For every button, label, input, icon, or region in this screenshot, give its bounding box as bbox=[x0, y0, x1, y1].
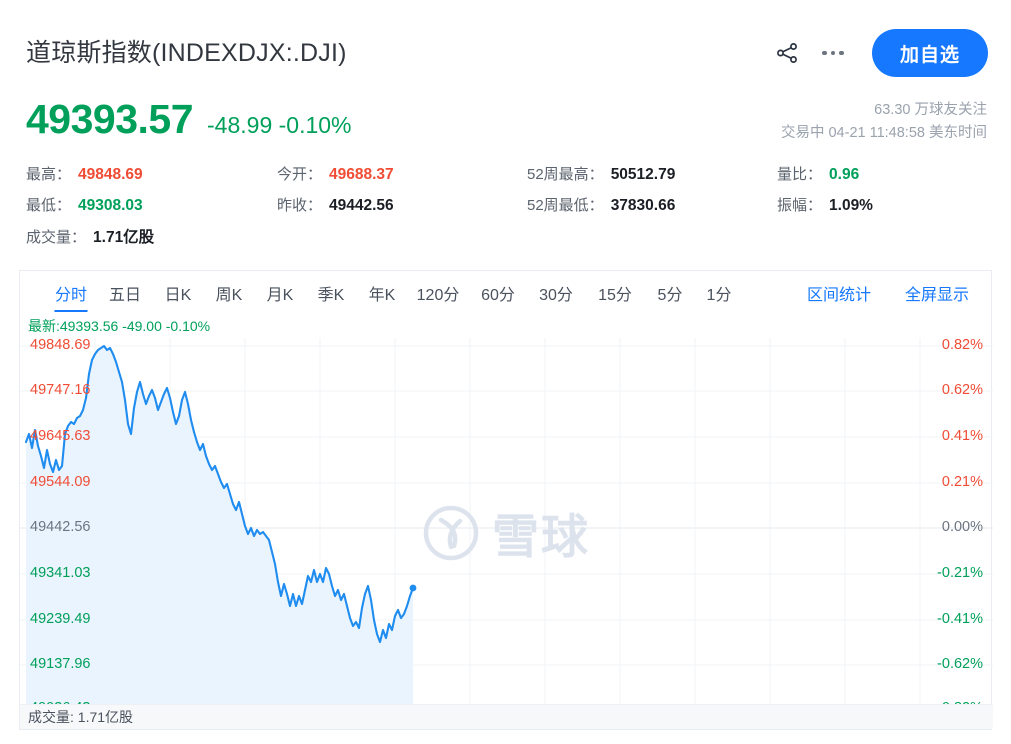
stats-row: 最高： 49848.69 今开： 49688.37 52周最高： 50512.79 量比： 0… bbox=[26, 158, 986, 189]
tab-30分[interactable]: 30分 bbox=[539, 287, 573, 304]
volume-bar: 成交量: 1.71亿股 bbox=[20, 704, 993, 729]
volume-label: 成交量: 1.71亿股 bbox=[28, 709, 134, 725]
share-button[interactable] bbox=[764, 29, 810, 77]
tab-日K[interactable]: 日K bbox=[164, 287, 192, 304]
stat-cell: 最高： 49848.69 bbox=[26, 163, 277, 184]
y-axis-right-tick: 0.00% bbox=[941, 519, 983, 535]
stat-cell: 今开： 49688.37 bbox=[277, 163, 527, 184]
chart-card: 分时 五日 日K 周K 月K 季K 年K 120分 60分 30分 15分 5分 1分 区间统计 全屏显示 … bbox=[19, 270, 993, 730]
tab-link-全屏显示[interactable]: 全屏显示 bbox=[904, 287, 969, 304]
tab-60分[interactable]: 60分 bbox=[481, 287, 515, 304]
stat-cell: 52周最高： 50512.79 bbox=[527, 163, 777, 184]
stat-cell: 振幅： 1.09% bbox=[777, 194, 873, 215]
y-axis-right-tick: 0.21% bbox=[941, 474, 983, 490]
y-axis-right-tick: 0.41% bbox=[941, 428, 983, 444]
y-axis-left-tick: 49442.56 bbox=[30, 519, 91, 535]
y-axis-left-tick: 49341.03 bbox=[30, 565, 91, 581]
header-actions: 加自选 bbox=[764, 29, 988, 77]
stat-label: 昨收： bbox=[277, 197, 323, 214]
stat-cell: 成交量： 1.71亿股 bbox=[26, 225, 277, 247]
stat-value: 1.09% bbox=[829, 197, 873, 214]
last-price: 49393.57 bbox=[26, 96, 194, 142]
add-to-watchlist-button[interactable]: 加自选 bbox=[871, 29, 988, 77]
stat-value: 49688.37 bbox=[329, 166, 394, 183]
stat-label: 成交量： bbox=[26, 228, 87, 246]
page-header: 道琼斯指数(INDEXDJX:.DJI) 加自选 bbox=[0, 0, 1011, 88]
stat-label: 52周最高： bbox=[527, 166, 604, 183]
ellipsis-icon bbox=[822, 50, 844, 56]
tab-120分[interactable]: 120分 bbox=[416, 287, 460, 304]
tab-link-区间统计[interactable]: 区间统计 bbox=[806, 287, 871, 304]
chart-period-tabs: 分时 五日 日K 周K 月K 季K 年K 120分 60分 30分 15分 5分 1分 区间统计 全屏显示 bbox=[20, 271, 993, 315]
stat-value: 50512.79 bbox=[610, 166, 676, 183]
tab-季K[interactable]: 季K bbox=[317, 287, 345, 304]
quote-meta: 63.30 万球友关注 交易中 04-21 11:48:58 美东时间 bbox=[781, 99, 987, 145]
stat-value: 49308.03 bbox=[78, 197, 143, 214]
y-axis-right-tick: -0.21% bbox=[937, 565, 983, 581]
y-axis-left-tick: 49747.16 bbox=[30, 382, 91, 398]
share-icon bbox=[777, 43, 797, 63]
y-axis-left-tick: 49544.09 bbox=[30, 474, 91, 490]
tab-年K[interactable]: 年K bbox=[368, 287, 396, 304]
tab-1分[interactable]: 1分 bbox=[706, 287, 732, 304]
stat-value: 49442.56 bbox=[329, 197, 394, 214]
price-change: -48.99 -0.10% bbox=[207, 112, 352, 138]
chart-plot-area[interactable]: 49848.69 49747.16 49645.63 49544.09 49442.56… bbox=[20, 337, 993, 716]
stat-label: 振幅： bbox=[777, 197, 823, 214]
more-options-button[interactable] bbox=[810, 29, 856, 77]
stat-label: 最低： bbox=[26, 197, 72, 214]
follower-count: 63.30 万球友关注 bbox=[874, 102, 987, 118]
tab-分时[interactable]: 分时 bbox=[48, 271, 94, 315]
y-axis-right-tick: 0.82% bbox=[941, 337, 983, 353]
y-axis-right-tick: -0.41% bbox=[937, 611, 983, 627]
stats-row: 成交量： 1.71亿股 bbox=[26, 220, 986, 251]
y-axis-left-tick: 49645.63 bbox=[30, 428, 91, 444]
stat-cell: 昨收： 49442.56 bbox=[277, 194, 527, 215]
page-title: 道琼斯指数(INDEXDJX:.DJI) bbox=[26, 39, 347, 67]
tab-五日[interactable]: 五日 bbox=[108, 287, 141, 304]
price-line-chart bbox=[20, 338, 993, 706]
y-axis-left-tick: 49239.49 bbox=[30, 611, 91, 627]
stats-grid: 最高： 49848.69 今开： 49688.37 52周最高： 50512.79 量比： 0… bbox=[26, 158, 986, 251]
chart-latest-readout: 最新:49393.56 -49.00 -0.10% bbox=[28, 318, 211, 334]
stat-cell: 52周最低： 37830.66 bbox=[527, 194, 777, 215]
stat-label: 最高： bbox=[26, 166, 72, 183]
y-axis-left-tick: 49848.69 bbox=[30, 337, 91, 353]
stat-cell: 量比： 0.96 bbox=[777, 163, 859, 184]
tab-周K[interactable]: 周K bbox=[215, 287, 243, 304]
tab-15分[interactable]: 15分 bbox=[598, 287, 632, 304]
stat-value: 49848.69 bbox=[78, 166, 143, 183]
stat-value: 37830.66 bbox=[610, 197, 676, 214]
stat-label: 52周最低： bbox=[527, 197, 604, 214]
y-axis-right-tick: -0.62% bbox=[937, 656, 983, 672]
y-axis-right-tick: 0.62% bbox=[941, 382, 983, 398]
stat-cell: 最低： 49308.03 bbox=[26, 194, 277, 215]
quote-summary: 49393.57 -48.99 -0.10% bbox=[26, 96, 352, 143]
stat-label: 今开： bbox=[277, 166, 323, 183]
stat-label: 量比： bbox=[777, 166, 823, 183]
stats-row: 最低： 49308.03 昨收： 49442.56 52周最低： 37830.66 振幅： 1… bbox=[26, 189, 986, 220]
market-status-time: 交易中 04-21 11:48:58 美东时间 bbox=[780, 125, 987, 141]
stat-value: 0.96 bbox=[829, 166, 860, 183]
stat-value: 1.71亿股 bbox=[93, 228, 155, 246]
y-axis-left-tick: 49137.96 bbox=[30, 656, 91, 672]
tab-月K[interactable]: 月K bbox=[266, 287, 294, 304]
tab-5分[interactable]: 5分 bbox=[657, 287, 683, 304]
